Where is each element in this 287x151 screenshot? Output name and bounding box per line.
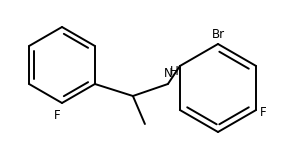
Text: F: F [260,106,267,119]
Text: N: N [164,67,173,80]
Text: F: F [54,109,60,122]
Text: Br: Br [212,28,224,41]
Text: H: H [170,65,179,78]
